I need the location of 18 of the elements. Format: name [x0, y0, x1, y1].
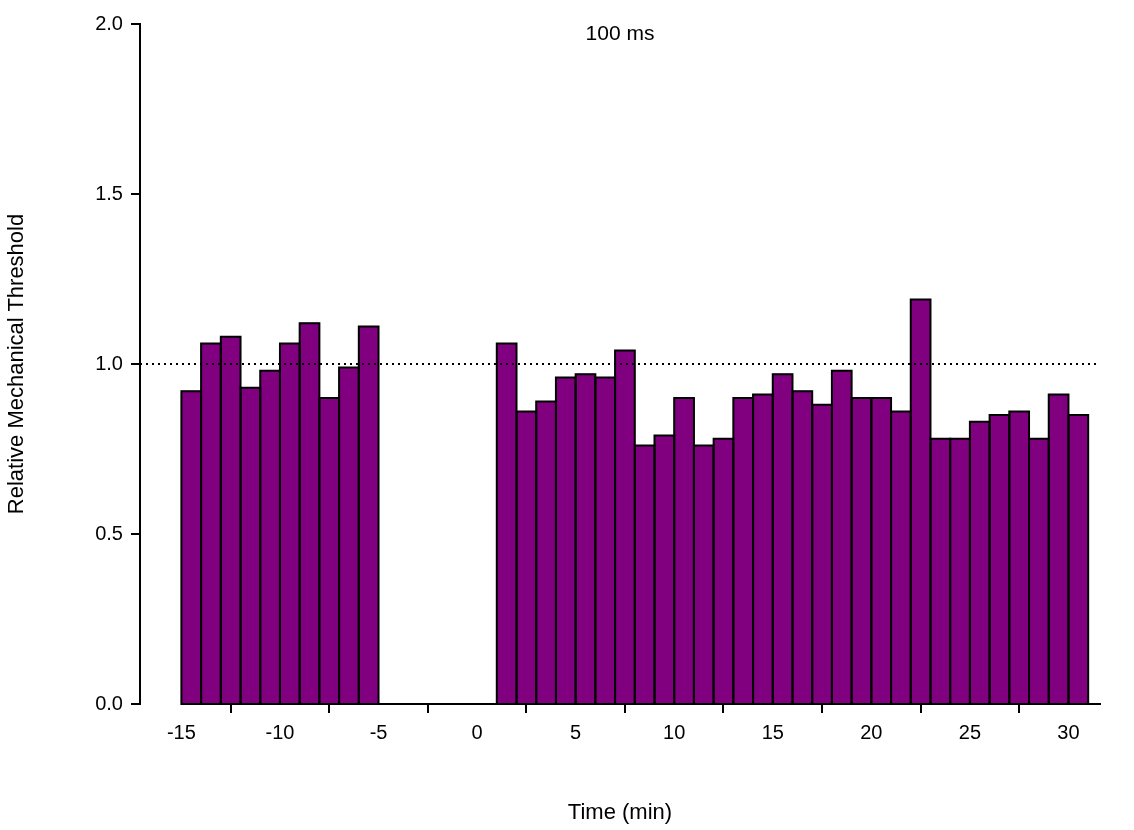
y-tick-label: 2.0 — [95, 11, 123, 34]
y-tick-label: 1.5 — [95, 181, 123, 204]
y-tick-label: 0.0 — [95, 691, 123, 714]
x-tick-label: -10 — [265, 720, 295, 743]
y-axis-title: Relative Mechanical Threshold — [3, 213, 29, 515]
x-tick-label: 5 — [570, 720, 582, 743]
x-tick-label: 25 — [958, 720, 982, 743]
x-tick-label: -5 — [369, 720, 388, 743]
x-tick-label: 10 — [663, 720, 686, 743]
x-tick-label: 15 — [761, 720, 784, 743]
y-tick-label: 0.5 — [95, 521, 123, 544]
chart-title: 100 ms — [585, 20, 655, 44]
y-tick-label: 1.0 — [95, 351, 123, 374]
x-tick-label: 20 — [860, 720, 883, 743]
x-tick-label: -15 — [166, 720, 196, 743]
x-axis-title: Time (min) — [567, 798, 673, 824]
x-tick-label: 0 — [471, 720, 483, 743]
x-tick-label: 30 — [1057, 720, 1080, 743]
